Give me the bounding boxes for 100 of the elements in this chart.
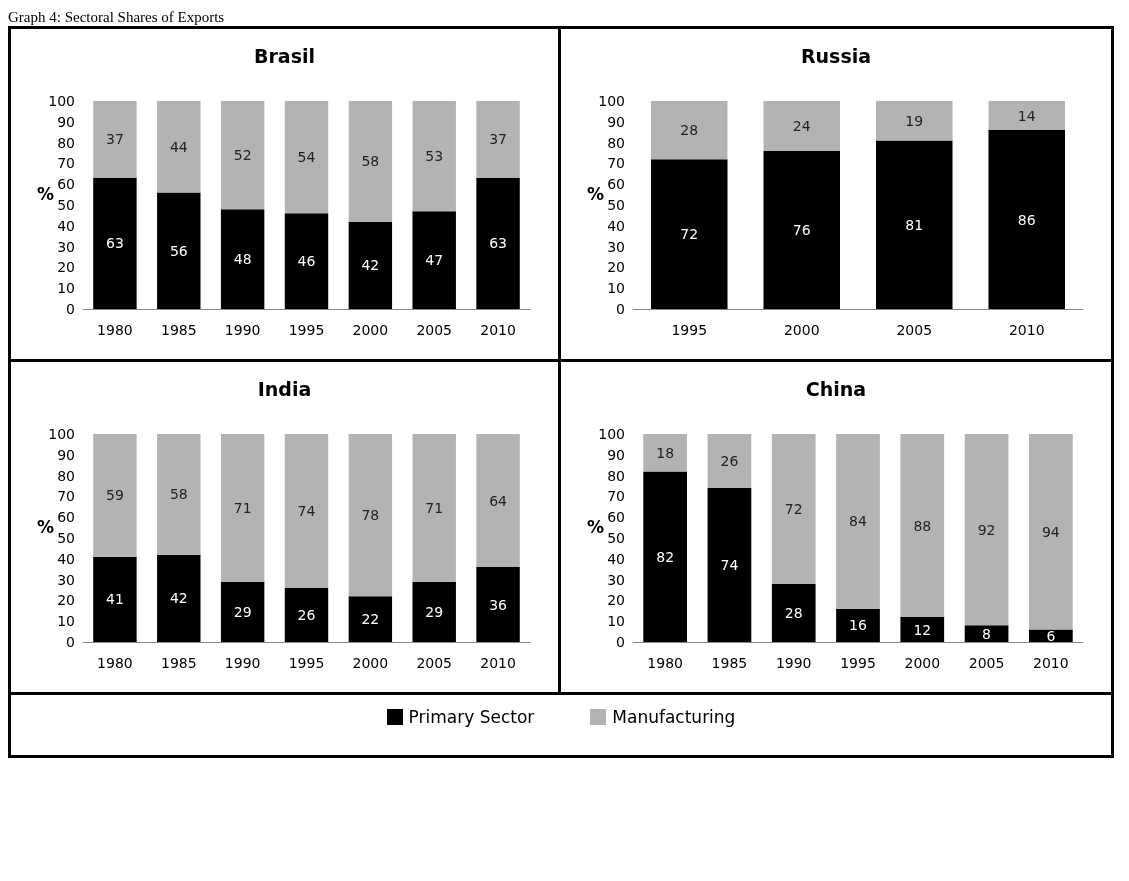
y-tick-label: 20	[57, 592, 75, 609]
data-label: 8	[982, 625, 992, 642]
x-tick-label: 1990	[775, 655, 812, 671]
x-tick-label: 2010	[1008, 322, 1045, 338]
x-tick-label: 2000	[352, 655, 389, 671]
y-tick-label: 70	[607, 488, 625, 505]
y-tick-label: 0	[66, 301, 75, 317]
data-label: 28	[784, 604, 803, 621]
data-label: 37	[106, 131, 124, 148]
data-label: 48	[233, 251, 252, 268]
x-tick-label: 2010	[480, 655, 516, 671]
x-tick-label: 1995	[671, 322, 708, 338]
data-label: 88	[913, 517, 932, 534]
y-tick-label: 40	[57, 217, 75, 234]
y-tick-label: 20	[57, 259, 75, 276]
data-label: 84	[849, 513, 867, 530]
data-label: 6	[1046, 627, 1056, 644]
x-tick-label: 1990	[224, 655, 261, 671]
x-tick-label: 1990	[224, 322, 261, 338]
data-label: 82	[656, 548, 675, 565]
chart-title: Russia	[800, 44, 872, 67]
y-tick-label: 0	[66, 634, 75, 650]
y-tick-label: 20	[607, 592, 625, 609]
y-tick-label: 40	[607, 217, 625, 234]
y-tick-label: 30	[607, 238, 625, 255]
caption: Graph 4: Sectoral Shares of Exports	[8, 8, 226, 26]
x-tick-label: 2000	[352, 322, 389, 338]
data-label: 22	[361, 611, 380, 628]
y-tick-label: 10	[57, 613, 75, 630]
data-label: 81	[905, 216, 924, 233]
x-tick-label: 2005	[896, 322, 933, 338]
y-tick-label: 100	[48, 426, 75, 442]
y-tick-label: 20	[607, 259, 625, 276]
x-tick-label: 2000	[904, 655, 941, 671]
y-tick-label: 10	[607, 613, 625, 630]
x-tick-label: 1985	[160, 655, 197, 671]
y-tick-label: 80	[607, 134, 625, 151]
y-tick-label: 100	[48, 93, 75, 109]
y-tick-label: 10	[607, 280, 625, 297]
legend-label: Primary Sector	[408, 707, 535, 727]
data-label: 36	[489, 596, 508, 613]
y-tick-label: 10	[57, 280, 75, 297]
y-tick-label: 50	[57, 197, 75, 213]
x-tick-label: 1985	[160, 322, 197, 338]
data-label: 28	[680, 122, 699, 139]
x-tick-label: 1995	[840, 655, 876, 671]
data-label: 56	[169, 242, 188, 259]
x-tick-label: 2010	[480, 322, 516, 338]
data-label: 16	[849, 617, 867, 634]
y-axis-title: %	[587, 517, 605, 537]
data-label: 86	[1017, 211, 1036, 228]
y-tick-label: 0	[616, 634, 625, 650]
data-label: 71	[233, 499, 252, 516]
y-tick-label: 40	[57, 550, 75, 567]
data-label: 29	[233, 603, 252, 620]
y-tick-label: 90	[57, 446, 75, 463]
data-label: 29	[425, 603, 444, 620]
data-label: 37	[489, 131, 507, 148]
data-label: 47	[425, 252, 444, 269]
data-label: 41	[106, 591, 124, 608]
data-label: 74	[720, 557, 739, 574]
y-tick-label: 70	[57, 488, 75, 505]
x-tick-label: 2005	[416, 655, 453, 671]
chart-title: Brasil	[253, 44, 316, 67]
data-label: 63	[489, 235, 507, 252]
legend-label: Manufacturing	[612, 707, 736, 727]
data-label: 19	[905, 112, 924, 129]
y-tick-label: 60	[607, 176, 625, 193]
data-label: 24	[792, 117, 811, 134]
y-tick-label: 80	[607, 467, 625, 484]
x-tick-label: 2005	[416, 322, 453, 338]
data-label: 76	[792, 221, 811, 238]
data-label: 18	[656, 444, 675, 461]
x-tick-label: 1995	[288, 655, 325, 671]
y-tick-label: 30	[57, 238, 75, 255]
y-tick-label: 70	[57, 155, 75, 172]
y-tick-label: 30	[57, 571, 75, 588]
chart-title: China	[805, 377, 867, 400]
y-tick-label: 70	[607, 155, 625, 172]
data-label: 46	[297, 253, 316, 270]
data-label: 72	[784, 500, 803, 517]
y-tick-label: 0	[616, 301, 625, 317]
data-label: 42	[361, 257, 380, 274]
data-label: 12	[913, 621, 932, 638]
data-label: 64	[489, 492, 508, 509]
y-axis-title: %	[587, 184, 605, 204]
data-label: 71	[425, 499, 444, 516]
data-label: 52	[233, 147, 252, 164]
x-tick-label: 2010	[1033, 655, 1069, 671]
x-tick-label: 2000	[783, 322, 820, 338]
y-tick-label: 100	[598, 93, 625, 109]
data-label: 14	[1017, 107, 1036, 124]
data-label: 63	[106, 235, 124, 252]
x-tick-label: 2005	[968, 655, 1005, 671]
y-tick-label: 40	[607, 550, 625, 567]
data-label: 26	[720, 453, 739, 470]
y-tick-label: 60	[607, 509, 625, 526]
data-label: 58	[361, 153, 380, 170]
y-tick-label: 80	[57, 467, 75, 484]
y-tick-label: 90	[607, 113, 625, 130]
